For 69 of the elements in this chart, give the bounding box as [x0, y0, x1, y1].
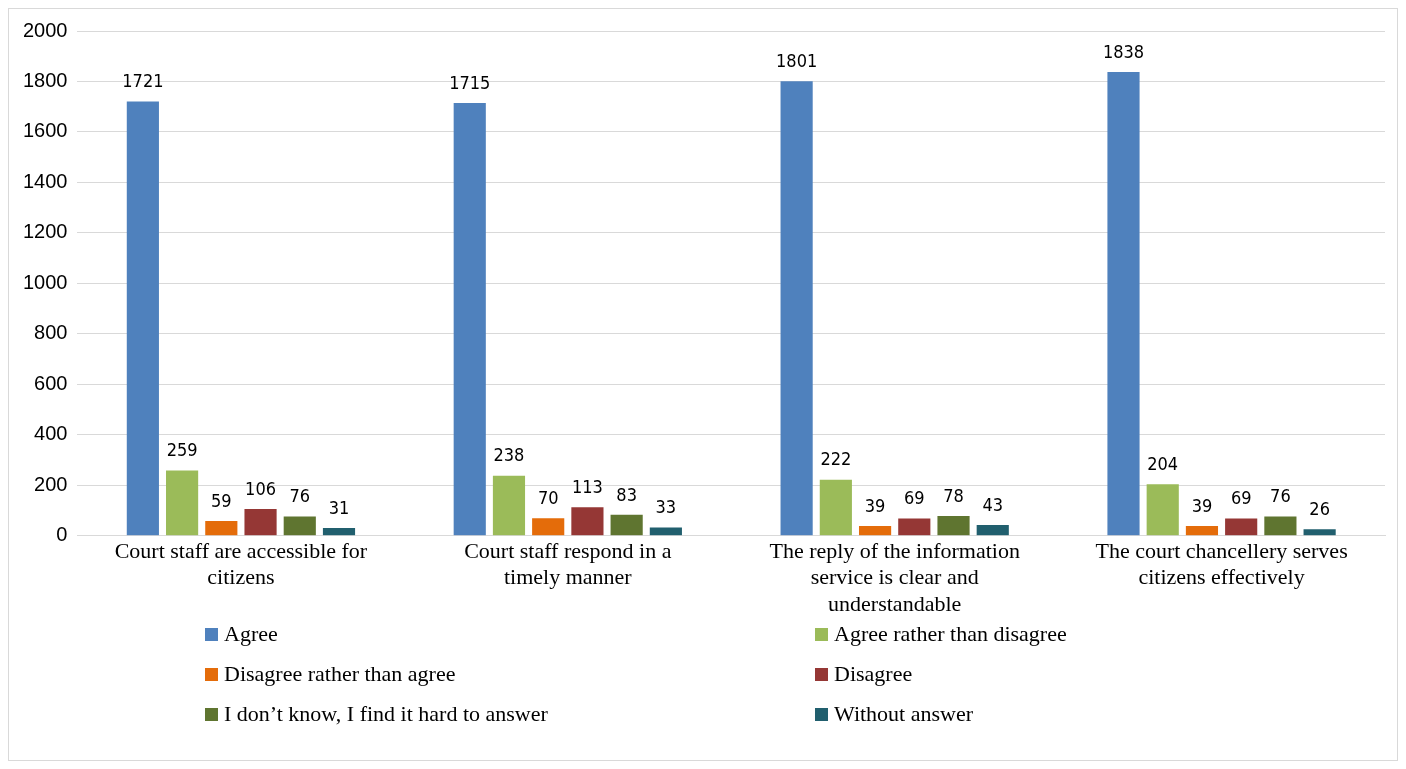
y-tick-label: 1200 — [22, 220, 68, 243]
legend-label: Agree — [224, 621, 278, 647]
data-label: 1715 — [449, 71, 491, 93]
data-label: 78 — [943, 484, 964, 506]
y-tick-label: 1600 — [22, 119, 68, 142]
y-tick-label: 2000 — [22, 18, 68, 41]
y-tick-label: 1400 — [22, 169, 68, 192]
bar — [322, 527, 356, 536]
bar — [244, 509, 277, 536]
bar — [1225, 518, 1258, 536]
x-tick-label: Court staff are accessible for citizens — [114, 537, 368, 590]
legend-label: Without answer — [834, 701, 974, 727]
data-label: 76 — [289, 485, 311, 507]
bar — [532, 518, 565, 536]
legend-label: Disagree — [834, 661, 913, 687]
data-label: 1801 — [776, 49, 818, 71]
bar — [453, 102, 486, 536]
data-label: 69 — [903, 487, 925, 509]
y-tick-label: 600 — [34, 371, 68, 394]
bar — [1264, 516, 1297, 536]
y-tick-label: 400 — [34, 422, 68, 445]
x-tick-label: Court staff respond in a timely manner — [464, 537, 672, 590]
legend-label: I don’t know, I find it hard to answer — [224, 701, 548, 727]
bar — [610, 514, 643, 536]
bar — [937, 516, 970, 536]
data-label: 43 — [982, 493, 1004, 515]
bar — [1185, 525, 1219, 536]
y-tick-label: 200 — [34, 472, 68, 495]
bar — [1146, 484, 1179, 536]
bar — [858, 525, 892, 536]
data-label: 26 — [1309, 497, 1330, 519]
bar — [898, 518, 931, 536]
data-label: 39 — [864, 494, 886, 516]
y-tick-label: 0 — [56, 523, 68, 546]
bar — [649, 527, 682, 536]
y-tick-label: 1800 — [22, 69, 68, 91]
data-label: 259 — [166, 439, 198, 461]
data-label: 31 — [328, 496, 350, 518]
bar — [976, 524, 1009, 536]
data-label: 1838 — [1102, 40, 1145, 62]
bar — [780, 81, 813, 536]
data-label: 59 — [211, 489, 232, 511]
legend-label: Agree rather than disagree — [834, 621, 1067, 647]
data-label: 222 — [820, 448, 852, 470]
y-tick-label: 800 — [34, 321, 68, 344]
data-label: 33 — [655, 496, 677, 518]
bar — [126, 101, 159, 536]
data-label: 83 — [616, 483, 637, 505]
y-tick-label: 1000 — [22, 270, 68, 293]
data-label: 238 — [493, 444, 525, 466]
data-label: 69 — [1230, 487, 1252, 509]
bar — [1107, 71, 1140, 536]
data-label: 106 — [245, 477, 276, 499]
bar — [283, 516, 316, 536]
data-label: 76 — [1270, 485, 1291, 507]
bar — [571, 507, 604, 536]
bar — [819, 479, 852, 536]
legend-label: Disagree rather than agree — [224, 661, 456, 687]
bar — [166, 470, 199, 536]
data-label: 39 — [1191, 494, 1213, 516]
data-label: 204 — [1147, 452, 1179, 474]
x-tick-label: The court chancellery serves citizens effectively — [1095, 537, 1348, 590]
x-tick-label: The reply of the information service is clear and understandable — [769, 537, 1020, 616]
data-label: 113 — [571, 475, 603, 497]
bar — [1303, 529, 1336, 536]
bar — [492, 475, 526, 536]
bar — [205, 520, 238, 536]
data-label: 1721 — [122, 70, 164, 92]
data-label: 70 — [537, 486, 559, 508]
